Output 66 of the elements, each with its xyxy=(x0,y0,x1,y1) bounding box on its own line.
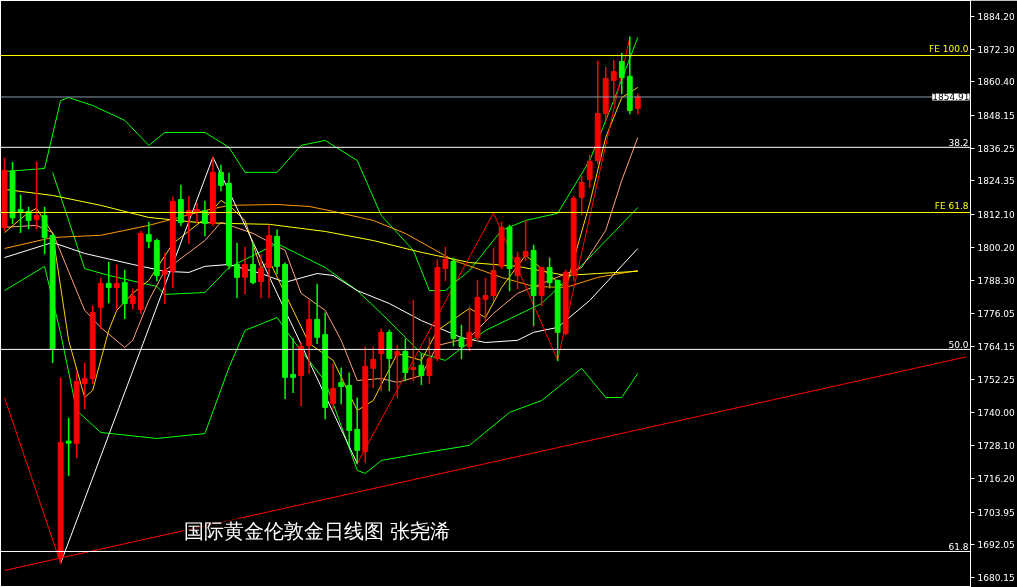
candlestick xyxy=(410,299,417,382)
candlestick xyxy=(113,264,120,310)
candlestick xyxy=(218,164,224,192)
candlestick xyxy=(354,397,361,465)
y-tick-label: 1728.10 xyxy=(977,441,1015,452)
candlestick xyxy=(442,246,449,282)
y-tick-label: 1680.15 xyxy=(977,572,1015,583)
y-tick-label: 1860.40 xyxy=(977,77,1015,88)
candlestick xyxy=(234,242,240,299)
candlestick xyxy=(105,261,112,304)
candlestick xyxy=(97,277,104,330)
candlestick xyxy=(394,344,401,399)
candlestick xyxy=(65,417,72,477)
candlestick xyxy=(378,328,385,392)
y-tick-label: 1703.95 xyxy=(977,507,1015,518)
candlestick xyxy=(634,93,641,115)
annotation: 38.2 xyxy=(948,138,969,149)
annotation: 61.8 xyxy=(948,542,969,553)
y-tick-label: 1836.25 xyxy=(977,143,1015,154)
y-tick-label: 1776.05 xyxy=(977,309,1015,320)
candlestick xyxy=(618,52,625,95)
candlestick xyxy=(330,363,337,410)
candlestick xyxy=(610,59,617,105)
candlestick xyxy=(145,221,152,249)
y-tick-label: 1716.20 xyxy=(977,473,1015,484)
line-series xyxy=(4,86,639,411)
candlestick xyxy=(290,337,297,394)
candlestick xyxy=(81,362,88,410)
y-tick-label: 1848.15 xyxy=(977,111,1015,122)
candlestick xyxy=(258,254,264,299)
y-tick-label: 1812.10 xyxy=(977,210,1015,221)
y-tick-label: 1752.25 xyxy=(977,374,1015,385)
y-tick-label: 1788.30 xyxy=(977,275,1015,286)
annotation: 50.0 xyxy=(948,340,969,351)
candlestick xyxy=(514,251,521,290)
y-tick-label: 1764.15 xyxy=(977,342,1015,353)
y-tick-label: 1824.35 xyxy=(977,176,1015,187)
line-series xyxy=(4,136,639,383)
candlestick xyxy=(370,346,377,389)
ref-line-label: 1854.91 xyxy=(932,92,970,103)
y-tick-label: 1692.05 xyxy=(977,540,1015,551)
candlestick xyxy=(129,288,136,310)
y-tick-label: 1884.20 xyxy=(977,11,1015,22)
line-series xyxy=(4,204,639,289)
candlestick xyxy=(586,154,593,189)
candlestick xyxy=(546,257,553,289)
y-tick-label: 1872.30 xyxy=(977,44,1015,55)
annotation: FE 61.8 xyxy=(934,201,969,212)
annotation: FE 100.0 xyxy=(929,44,969,55)
candlestick xyxy=(242,246,248,295)
candlestick xyxy=(522,219,529,262)
candlestick xyxy=(578,175,585,216)
candlestick xyxy=(33,161,40,230)
candlestick xyxy=(202,200,208,237)
candlestick xyxy=(426,337,433,385)
candlestick xyxy=(177,184,184,227)
text: 国际黄金伦敦金日线图 张尧浠 xyxy=(183,518,450,543)
candlestick xyxy=(161,252,168,305)
y-tick-label: 1800.20 xyxy=(977,242,1015,253)
candlestick xyxy=(121,269,128,320)
candlestick xyxy=(314,283,321,345)
candlestick xyxy=(41,206,48,255)
y-tick-label: 1740.00 xyxy=(977,408,1015,419)
candlestick xyxy=(25,206,32,230)
candlestick xyxy=(338,367,345,405)
candlestick xyxy=(250,242,256,285)
